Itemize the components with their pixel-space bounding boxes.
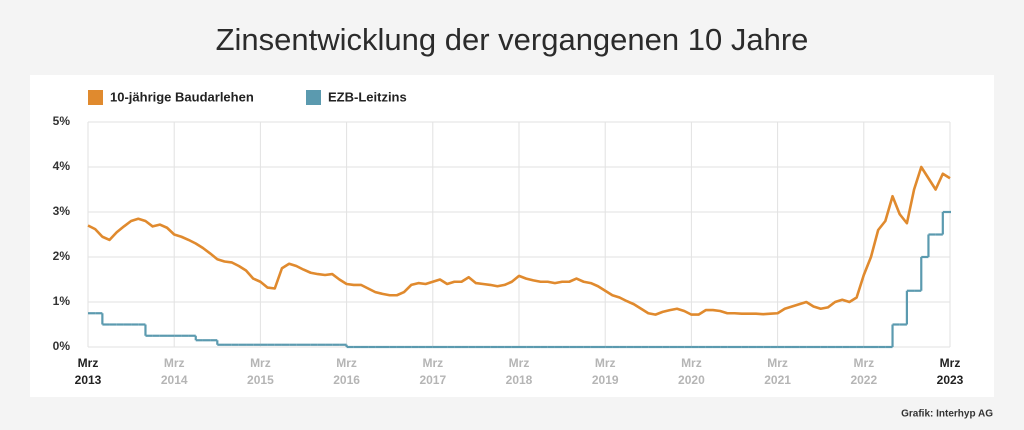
source: Grafik: Interhyp AG: [901, 409, 993, 420]
y-tick-label: 1%: [53, 294, 71, 308]
x-tick-label: Mrz: [681, 356, 702, 370]
x-tick-label: Mrz: [509, 356, 530, 370]
x-tick-label: Mrz: [164, 356, 185, 370]
y-tick-label: 3%: [53, 204, 71, 218]
x-tick-label: 2014: [161, 373, 188, 387]
x-tick-label: Mrz: [250, 356, 271, 370]
line: [87, 165, 951, 316]
chart-panel: [30, 75, 994, 397]
y-tick-label: 2%: [53, 249, 71, 263]
y-tick-label: 0%: [53, 339, 71, 353]
chart-title: Zinsentwicklung der vergangenen 10 Jahre: [216, 22, 809, 57]
x-tick-label: 2016: [333, 373, 360, 387]
x-tick-label: 2017: [419, 373, 446, 387]
x-tick-label: 2013: [75, 373, 102, 387]
x-tick-label: Mrz: [595, 356, 616, 370]
x-tick-label: 2019: [592, 373, 619, 387]
x-tick-label: 2020: [678, 373, 705, 387]
y-tick-label: 5%: [53, 114, 71, 128]
x-tick-label: 2021: [764, 373, 791, 387]
x-tick-label: 2018: [506, 373, 533, 387]
x-tick-label: 2015: [247, 373, 274, 387]
x-tick-label: Mrz: [940, 356, 961, 370]
x-tick-label: 2022: [850, 373, 877, 387]
x-tick-label: Mrz: [853, 356, 874, 370]
legend-label: EZB-Leitzins: [328, 89, 407, 104]
y-tick-label: 4%: [53, 159, 71, 173]
x-tick-label: Mrz: [767, 356, 788, 370]
x-tick-label: Mrz: [336, 356, 357, 370]
x-tick-label: Mrz: [78, 356, 99, 370]
x-tick-label: Mrz: [422, 356, 443, 370]
legend-swatch: [306, 90, 321, 105]
legend-swatch: [88, 90, 103, 105]
legend-label: 10-jährige Baudarlehen: [110, 89, 254, 104]
x-tick-label: 2023: [937, 373, 964, 387]
